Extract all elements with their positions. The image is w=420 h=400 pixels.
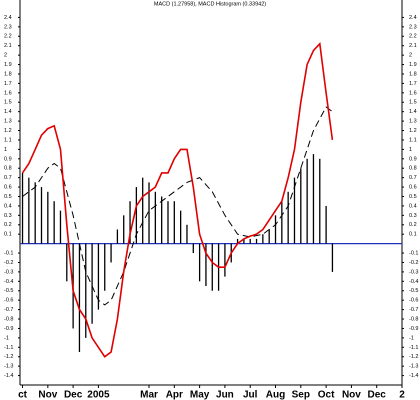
y-tick-label: 1.6 <box>4 90 12 96</box>
y-tick-label-right: 0.6 <box>409 185 417 191</box>
y-tick-label-right: 0.2 <box>409 222 417 228</box>
y-tick-label: -1.1 <box>4 345 13 351</box>
y-tick-label-right: 1.5 <box>409 100 417 106</box>
y-tick-label-right: -1 <box>409 335 414 341</box>
y-tick-label: -0.8 <box>4 316 13 322</box>
y-tick-label: 1.2 <box>4 128 12 134</box>
x-tick-label: 2005 <box>87 390 110 400</box>
y-tick-label-right: 2.1 <box>409 43 417 49</box>
y-tick-label-right: 1.3 <box>409 119 417 125</box>
y-tick-label: 0.7 <box>4 175 12 181</box>
y-tick-label-right: -0.5 <box>409 288 418 294</box>
y-tick-label-right: -1.3 <box>409 364 418 370</box>
y-tick-label-right: 1.7 <box>409 81 417 87</box>
x-tick-label: Apr <box>166 390 183 400</box>
y-tick-label-right: 0.9 <box>409 156 417 162</box>
y-tick-label: 0.3 <box>4 213 12 219</box>
y-tick-label-right: 2.3 <box>409 24 417 30</box>
y-tick-label-right: 0.4 <box>409 203 417 209</box>
y-tick-label-right: 1.6 <box>409 90 417 96</box>
x-tick-label: Oct <box>318 390 335 400</box>
y-tick-label: -0.5 <box>4 288 13 294</box>
y-tick-label-right: -0.2 <box>409 260 418 266</box>
y-tick-label: -1.2 <box>4 354 13 360</box>
y-tick-label-right: 0.7 <box>409 175 417 181</box>
x-tick-label: ct <box>18 390 28 400</box>
y-tick-label-right: 2.4 <box>409 15 417 21</box>
y-tick-label-right: -1.2 <box>409 354 418 360</box>
x-tick-label: Nov <box>342 390 361 400</box>
x-tick-label: Nov <box>38 390 57 400</box>
y-tick-label: -0.1 <box>4 251 13 257</box>
y-tick-label-right: -0.8 <box>409 316 418 322</box>
y-tick-label-right: 0.8 <box>409 166 417 172</box>
y-tick-label-right: 1.1 <box>409 137 417 143</box>
y-tick-label: 0.9 <box>4 156 12 162</box>
y-tick-label: 1.7 <box>4 81 12 87</box>
y-tick-label-right: 2 <box>409 53 412 59</box>
y-tick-label: 2.3 <box>4 24 12 30</box>
y-tick-label-right: -0.4 <box>409 279 418 285</box>
y-tick-label: 0.8 <box>4 166 12 172</box>
macd-line <box>21 42 334 358</box>
y-tick-label: 2.4 <box>4 15 12 21</box>
x-tick-label: Mar <box>140 390 158 400</box>
x-tick-label: Jun <box>216 390 234 400</box>
y-tick-label: -0.4 <box>4 279 13 285</box>
y-tick-label-right: 0.3 <box>409 213 417 219</box>
y-tick-label: 0.6 <box>4 185 12 191</box>
y-tick-label: 2 <box>4 53 7 59</box>
x-tick-label: Sep <box>292 390 310 400</box>
x-tick-label: 2 <box>399 390 405 400</box>
y-tick-label-right: -0.3 <box>409 269 418 275</box>
y-tick-label: -0.9 <box>4 326 13 332</box>
y-tick-label: 1.1 <box>4 137 12 143</box>
x-tick-label: Jul <box>243 390 258 400</box>
signal-line <box>22 106 333 306</box>
y-tick-label: -0.3 <box>4 269 13 275</box>
y-tick-label-right: -0.1 <box>409 251 418 257</box>
y-tick-label: 0.4 <box>4 203 12 209</box>
y-tick-label: 0.2 <box>4 222 12 228</box>
y-tick-label: 1.9 <box>4 62 12 68</box>
y-tick-label: 2.2 <box>4 34 12 40</box>
y-tick-label: 0.1 <box>4 232 12 238</box>
x-tick-label: Dec <box>64 390 83 400</box>
y-tick-label: 1.3 <box>4 119 12 125</box>
y-tick-label-right: -1.4 <box>409 373 418 379</box>
y-tick-label-right: -0.9 <box>409 326 418 332</box>
y-tick-label: -1.3 <box>4 364 13 370</box>
y-tick-label-right: -0.6 <box>409 298 418 304</box>
y-tick-label: -1.4 <box>4 373 13 379</box>
y-tick-label-right: 1.2 <box>409 128 417 134</box>
x-tick-label: May <box>190 390 210 400</box>
y-tick-label-right: 1.9 <box>409 62 417 68</box>
y-tick-label: 2.1 <box>4 43 12 49</box>
y-tick-label: 1.5 <box>4 100 12 106</box>
y-tick-label-right: 0.5 <box>409 194 417 200</box>
chart-title: MACD (1.27958), MACD Histogram (0.33942) <box>154 1 266 7</box>
y-tick-label: -0.2 <box>4 260 13 266</box>
y-tick-label: -1 <box>4 335 9 341</box>
y-tick-label-right: 0.1 <box>409 232 417 238</box>
y-tick-label: -0.7 <box>4 307 13 313</box>
y-tick-label-right: -0.7 <box>409 307 418 313</box>
y-tick-label: 0.5 <box>4 194 12 200</box>
y-tick-label-right: 1.8 <box>409 71 417 77</box>
x-tick-label: Dec <box>368 390 387 400</box>
x-tick-label: Aug <box>266 390 285 400</box>
y-tick-label: 1 <box>4 147 7 153</box>
y-tick-label-right: 1.4 <box>409 109 417 115</box>
y-tick-label: 1.4 <box>4 109 12 115</box>
y-tick-label-right: 2.2 <box>409 34 417 40</box>
y-tick-label-right: -1.1 <box>409 345 418 351</box>
y-tick-label-right: 1 <box>409 147 412 153</box>
y-tick-label: -0.6 <box>4 298 13 304</box>
y-tick-label: 1.8 <box>4 71 12 77</box>
